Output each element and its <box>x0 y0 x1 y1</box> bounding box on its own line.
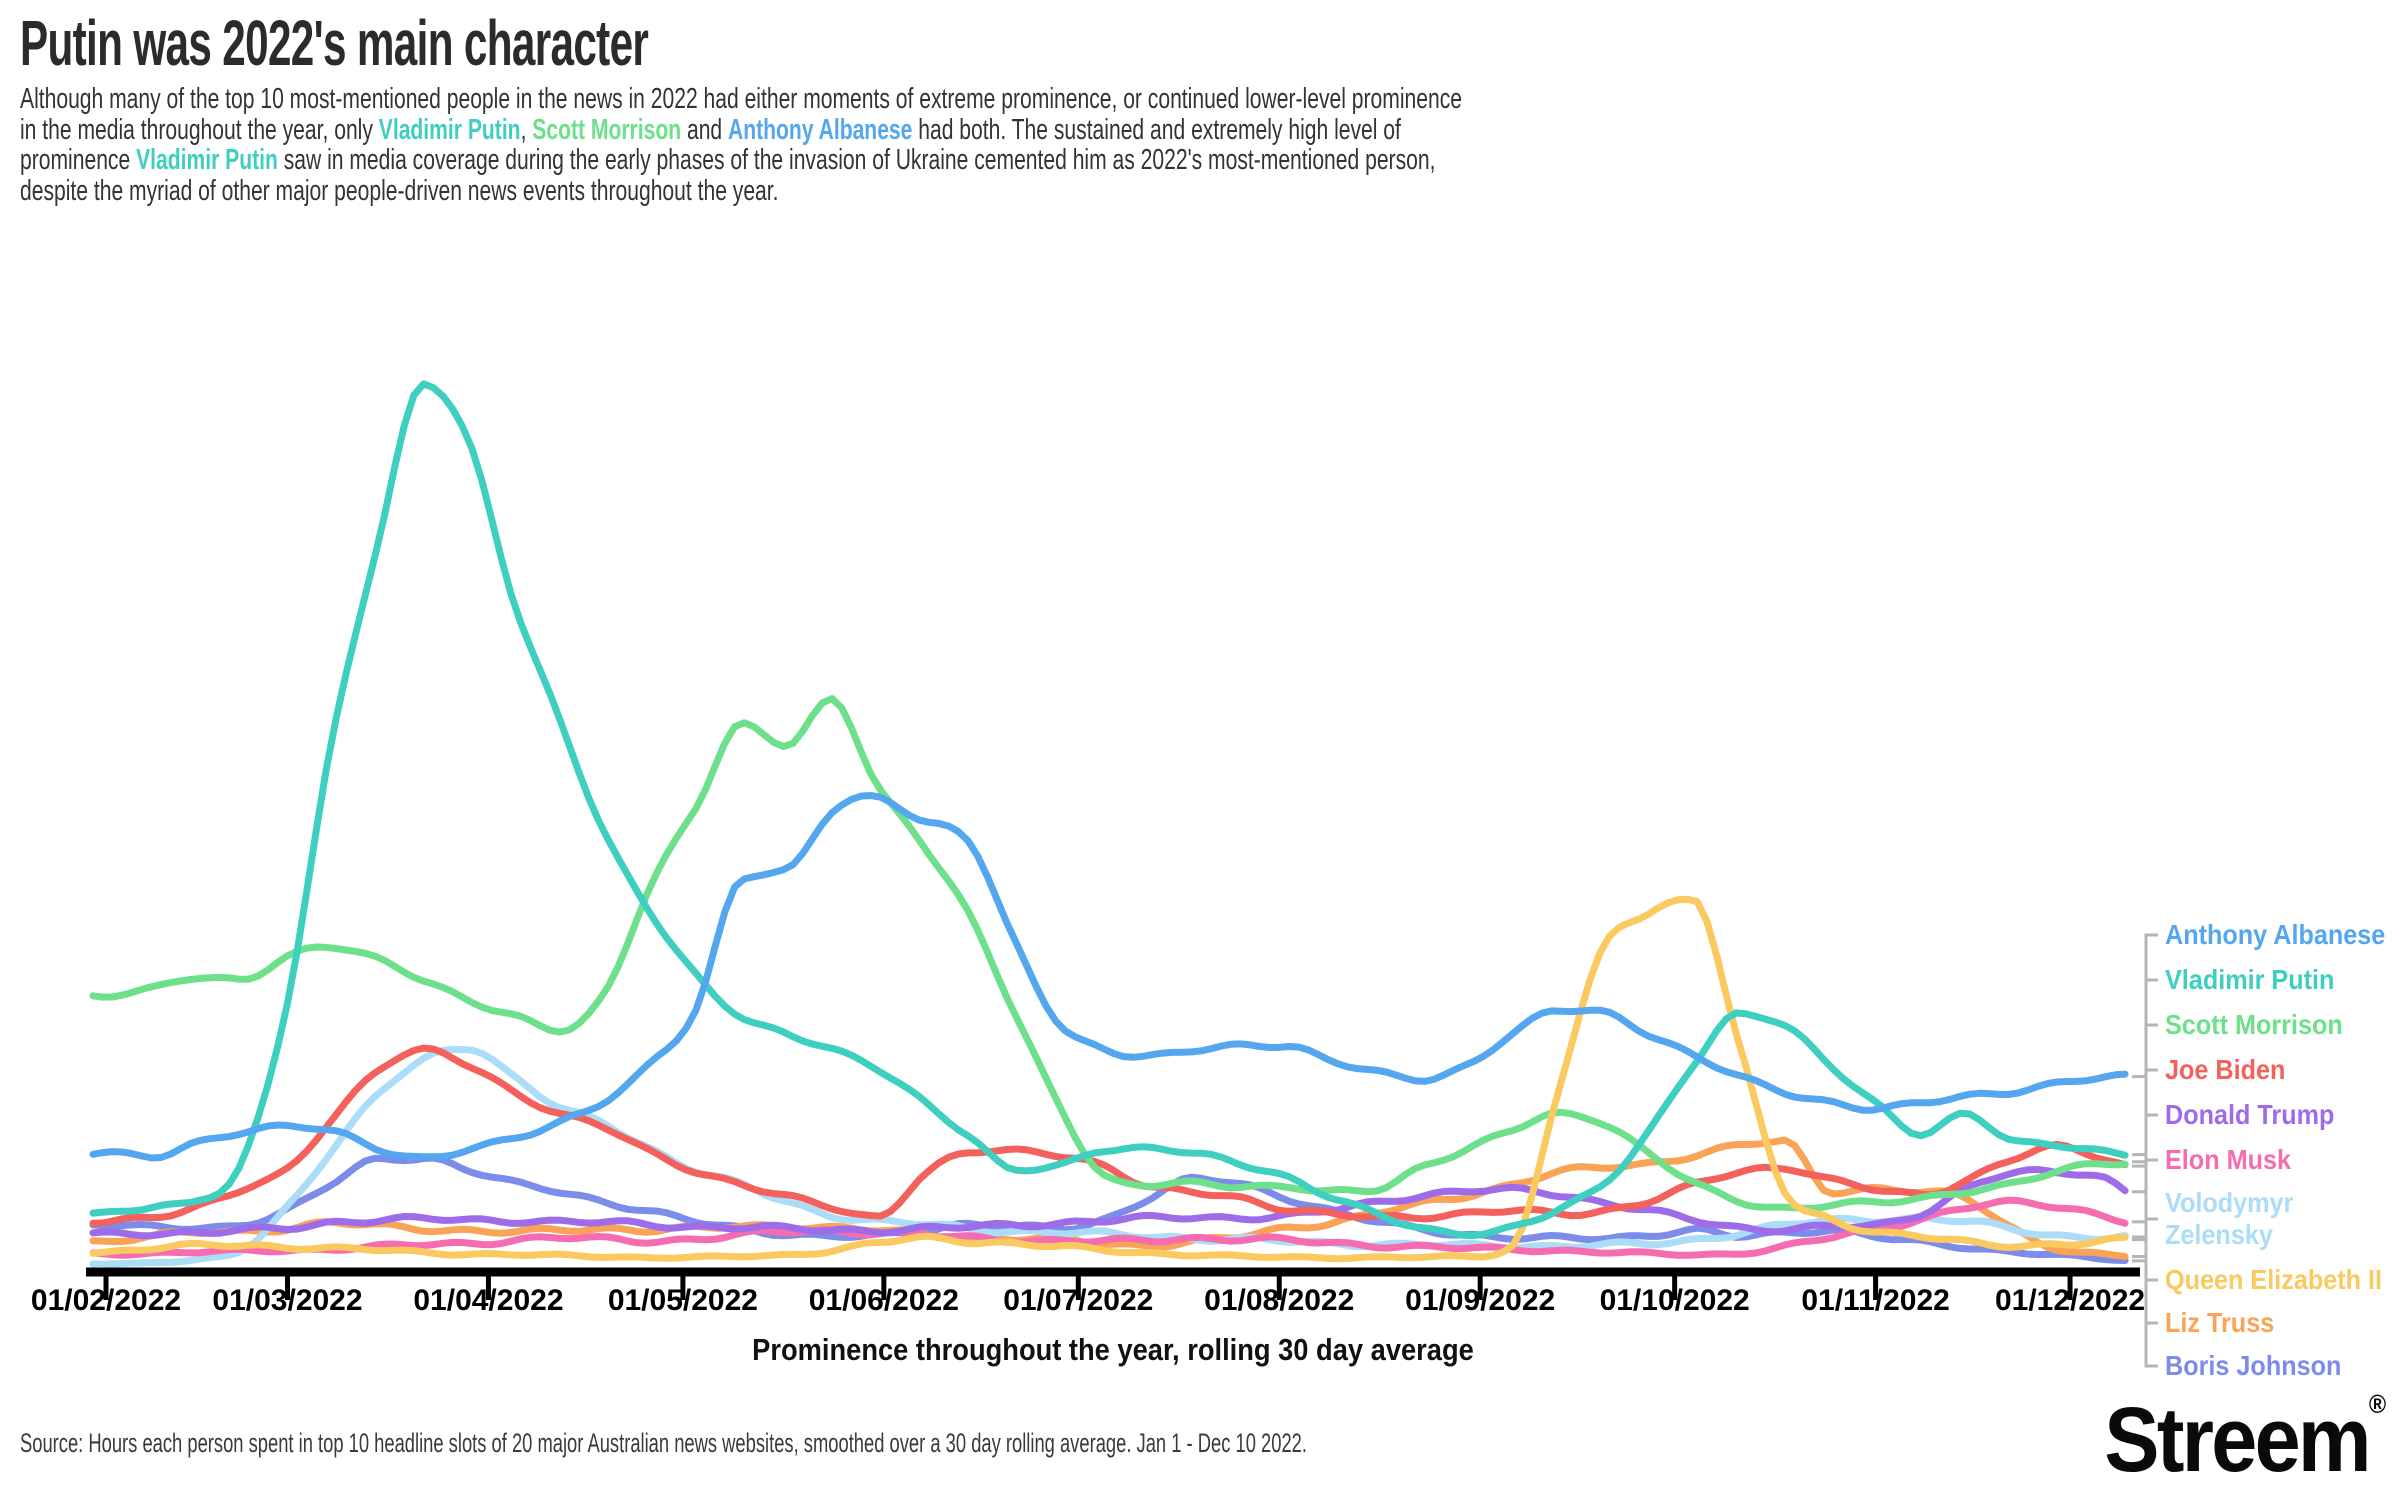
source-note: Source: Hours each person spent in top 1… <box>20 1428 1307 1458</box>
legend-leader-line-musk <box>2132 1158 2158 1224</box>
x-tick-label: 01/03/2022 <box>212 1284 363 1317</box>
legend-leader-line-boris <box>2132 1259 2158 1368</box>
registered-mark-icon: ® <box>2368 1389 2386 1419</box>
x-axis-title: Prominence throughout the year, rolling … <box>752 1332 1474 1367</box>
legend-label-musk: Elon Musk <box>2165 1144 2292 1175</box>
series-line-morrison <box>89 695 2129 1212</box>
legend-label-putin: Vladimir Putin <box>2165 964 2335 995</box>
legend-label-albanese: Anthony Albanese <box>2165 919 2386 950</box>
highlight-putin: Vladimir Putin <box>136 144 278 176</box>
x-tick-label: 01/08/2022 <box>1204 1284 1355 1317</box>
series-line-queen <box>89 895 2129 1263</box>
series-line-zelensky <box>89 1045 2129 1268</box>
x-tick-label: 01/06/2022 <box>808 1284 959 1317</box>
series-line-albanese <box>89 792 2129 1162</box>
page-title: Putin was 2022's main character <box>20 7 649 79</box>
legend-label-boris: Boris Johnson <box>2165 1350 2342 1381</box>
x-tick-label: 01/10/2022 <box>1599 1284 1750 1317</box>
legend-label-queen: Queen Elizabeth II <box>2165 1264 2383 1295</box>
subtitle-line: despite the myriad of other major people… <box>20 174 779 207</box>
brand-name: Streem <box>2104 1389 2371 1491</box>
series-line-putin <box>89 380 2129 1240</box>
series-line-biden <box>89 1044 2129 1227</box>
legend-leader-line-trump <box>2132 1113 2158 1194</box>
highlight-albanese: Anthony Albanese <box>728 113 913 146</box>
subtitle-line: Although many of the top 10 most-mention… <box>20 83 1462 115</box>
legend-label-biden: Joe Biden <box>2165 1054 2286 1085</box>
subtitle-line: in the media throughout the year, only V… <box>20 113 1401 146</box>
legend-label-truss: Liz Truss <box>2165 1307 2275 1338</box>
x-tick-label: 01/05/2022 <box>607 1284 758 1317</box>
legend-label-trump: Donald Trump <box>2165 1099 2335 1130</box>
x-tick-label: 01/04/2022 <box>413 1284 564 1317</box>
subtitle-line: prominence Vladimir Putin saw in media c… <box>20 144 1436 176</box>
series-line-truss <box>89 1136 2129 1260</box>
x-tick-label: 01/02/2022 <box>30 1284 182 1317</box>
legend-label-morrison: Scott Morrison <box>2165 1009 2343 1040</box>
x-tick-label: 01/07/2022 <box>1003 1284 1154 1317</box>
series-line-musk <box>89 1196 2129 1259</box>
legend-leader-line-zelensky <box>2132 1217 2158 1239</box>
highlight-morrison: Scott Morrison <box>532 113 682 146</box>
x-tick-label: 01/12/2022 <box>1994 1284 2146 1317</box>
x-tick-label: 01/11/2022 <box>1801 1284 1950 1317</box>
legend-label-zelensky: Volodymyr Zelensky <box>2165 1187 2294 1250</box>
streem-logo: Streem® <box>2104 1388 2386 1493</box>
x-tick-label: 01/09/2022 <box>1405 1284 1556 1317</box>
series-line-trump <box>89 1166 2129 1240</box>
subtitle: Although many of the top 10 most-mention… <box>20 84 1462 206</box>
highlight-putin: Vladimir Putin <box>378 113 521 146</box>
